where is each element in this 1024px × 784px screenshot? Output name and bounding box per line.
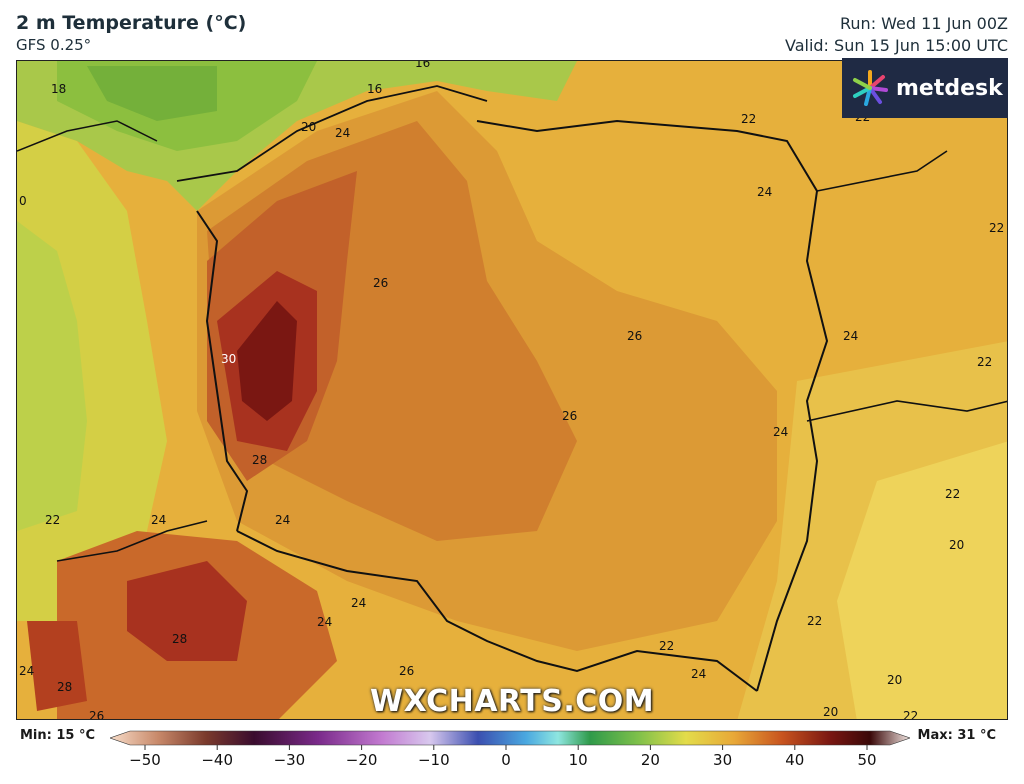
contour-label: 26 <box>89 709 104 720</box>
contour-label: 28 <box>172 632 187 646</box>
scale-bar <box>110 730 910 746</box>
min-temp-label: Min: 15 °C <box>20 728 96 743</box>
contour-label: 18 <box>51 82 66 96</box>
contour-label: 20 <box>301 120 316 134</box>
scale-tick-label: 0 <box>501 751 511 769</box>
scale-tick-label: −30 <box>274 751 306 769</box>
contour-label: 24 <box>335 126 350 140</box>
contour-label: 16 <box>367 82 382 96</box>
model-label: GFS 0.25° <box>16 36 92 54</box>
valid-time: Valid: Sun 15 Jun 15:00 UTC <box>785 36 1008 55</box>
border-east <box>476 119 829 692</box>
field-southwest-red <box>127 561 247 661</box>
contour-label: 24 <box>317 615 332 629</box>
scale-tick-label: 40 <box>785 751 804 769</box>
scale-tick-label: −40 <box>201 751 233 769</box>
contour-label: 16 <box>415 61 430 70</box>
contour-label: 22 <box>977 355 992 369</box>
contour-label: 22 <box>659 639 674 653</box>
scale-tick-label: −20 <box>346 751 378 769</box>
field-east-light <box>837 441 1007 719</box>
contour-label: 26 <box>373 276 388 290</box>
scale-tick-label: 10 <box>569 751 588 769</box>
temperature-map[interactable]: 18 16 16 20 24 0 22 22 24 22 26 26 24 22… <box>16 60 1008 720</box>
contour-label: 22 <box>807 614 822 628</box>
coastline-baltic <box>176 85 488 182</box>
coastline-denmark <box>17 120 158 152</box>
contour-label: 24 <box>351 596 366 610</box>
scale-tick-label: 30 <box>713 751 732 769</box>
border-czech-west <box>56 520 208 562</box>
run-time: Run: Wed 11 Jun 00Z <box>840 14 1008 33</box>
contour-label: 20 <box>949 538 964 552</box>
field-west-green <box>17 221 87 531</box>
field-dark-core <box>237 301 297 421</box>
contour-label: 28 <box>57 680 72 694</box>
contour-label: 26 <box>399 664 414 678</box>
contour-label: 24 <box>19 664 34 678</box>
field-far-southwest <box>27 621 87 711</box>
scale-tick-label: −10 <box>418 751 450 769</box>
starburst-icon <box>853 70 888 106</box>
contour-label: 24 <box>757 185 772 199</box>
contour-label: 22 <box>945 487 960 501</box>
contour-label: 0 <box>19 194 27 208</box>
contour-label: 22 <box>989 221 1004 235</box>
contour-label: 24 <box>275 513 290 527</box>
contour-label: 22 <box>741 112 756 126</box>
contour-label: 26 <box>562 409 577 423</box>
contour-label: 20 <box>887 673 902 687</box>
scale-tick-label: −50 <box>129 751 161 769</box>
logo-text: metdesk <box>896 75 1003 101</box>
contour-label: 22 <box>903 709 918 720</box>
color-scale: −50 −40 −30 −20 −10 0 10 20 30 40 50 <box>110 730 910 769</box>
map-canvas: 18 16 16 20 24 0 22 22 24 22 26 26 24 22… <box>17 61 1007 720</box>
border-belarus-ukraine <box>806 400 1007 422</box>
contour-label: 28 <box>252 453 267 467</box>
max-temp-label: Max: 31 °C <box>917 728 996 743</box>
contour-label: 22 <box>45 513 60 527</box>
contour-label: 24 <box>691 667 706 681</box>
contour-label: 20 <box>823 705 838 719</box>
contour-label: 24 <box>151 513 166 527</box>
metdesk-logo: metdesk <box>842 58 1008 118</box>
contour-label: 24 <box>843 329 858 343</box>
wxcharts-watermark: WXCHARTS.COM <box>370 684 655 719</box>
contour-label: 26 <box>627 329 642 343</box>
contour-label: 30 <box>221 352 236 366</box>
border-west <box>196 210 249 532</box>
scale-tick-label: 50 <box>857 751 876 769</box>
contour-labels: 18 16 16 20 24 0 22 22 24 22 26 26 24 22… <box>19 61 1004 720</box>
border-lithuania <box>816 150 948 192</box>
field-baltic-deep <box>87 66 217 121</box>
scale-tick-label: 20 <box>641 751 660 769</box>
border-south <box>236 530 758 692</box>
scale-ticks: −50 −40 −30 −20 −10 0 10 20 30 40 50 <box>129 745 877 769</box>
chart-title: 2 m Temperature (°C) <box>16 12 247 34</box>
contour-label: 24 <box>773 425 788 439</box>
